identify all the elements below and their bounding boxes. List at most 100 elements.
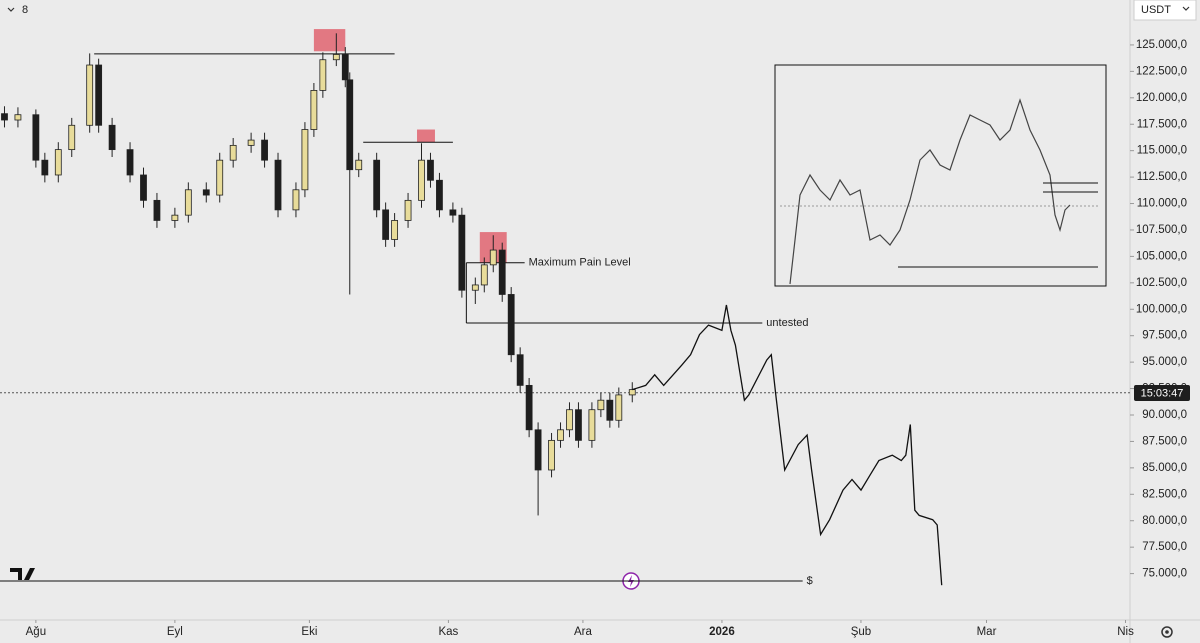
candle-body (216, 159, 224, 196)
candle-body (427, 159, 434, 181)
candle-body (588, 409, 596, 441)
candle-body (606, 399, 614, 421)
candle-body (418, 159, 425, 201)
candle-body (436, 179, 443, 211)
candle-body (489, 249, 497, 266)
candle-body (274, 159, 282, 211)
candle-body (471, 284, 479, 291)
candle-body (108, 124, 116, 151)
y-tick-label: 77.500,0 (1142, 541, 1187, 553)
clock-box (1134, 385, 1190, 401)
candle-body (126, 149, 134, 176)
candle-body (310, 90, 318, 130)
candle-body (516, 354, 524, 386)
y-tick-label: 102.500,0 (1136, 277, 1187, 289)
candle-body (346, 79, 354, 171)
y-tick-label: 125.000,0 (1136, 39, 1187, 51)
clock: 15:03:47 (1141, 387, 1184, 399)
candle-body (153, 199, 161, 221)
x-tick-label: 2026 (709, 626, 735, 638)
candle-body (54, 149, 62, 176)
candle-body (95, 64, 103, 126)
candle-body (557, 429, 564, 441)
candle-body (41, 159, 49, 176)
interval-control[interactable]: 8 (7, 4, 28, 16)
settings[interactable] (1161, 626, 1173, 638)
currency: USDT (1141, 4, 1171, 16)
y-tick-label: 110.000,0 (1137, 198, 1187, 210)
y-tick-label: 80.000,0 (1142, 515, 1187, 527)
x-tick-label: Nis (1117, 626, 1134, 638)
candle-body (534, 429, 542, 471)
inset-sketch (789, 98, 1071, 285)
candle-body (32, 114, 40, 161)
clock-label: 15:03:47 (1134, 385, 1190, 401)
projection-line (632, 304, 943, 586)
y-tick-label: 90.000,0 (1142, 409, 1187, 421)
candle-body (525, 384, 533, 431)
y-tick-label: 82.500,0 (1142, 488, 1187, 500)
logo[interactable] (10, 568, 35, 580)
candle-body (301, 129, 309, 191)
y-tick-label: 122.500,0 (1136, 65, 1187, 77)
candle-body (184, 189, 192, 216)
candle-body (86, 64, 94, 126)
y-tick-label: 100.000,0 (1136, 303, 1187, 315)
candle-body (229, 144, 237, 161)
chevron (7, 7, 15, 12)
candle-body (68, 124, 76, 151)
candle-body (373, 159, 381, 211)
x-tick-label: Kas (438, 626, 458, 638)
candle-body (391, 220, 399, 240)
y-tick-label: 115.000,0 (1137, 145, 1187, 157)
candle-body (548, 439, 555, 471)
inset-frame (774, 64, 1107, 287)
interval: 8 (22, 4, 28, 16)
y-tick-label: 112.500,0 (1137, 171, 1187, 183)
candle-body (458, 214, 466, 291)
candle-body (247, 139, 255, 146)
candle-body (382, 209, 390, 240)
chevron (1182, 6, 1190, 11)
zone (313, 29, 346, 52)
candle-body (628, 389, 636, 396)
x-tick-label: Ağu (26, 626, 46, 638)
axes: 75.000,0 77.500,0 80.000,0 82.500,0 85.000,0… (26, 39, 1187, 638)
candle-body (498, 249, 506, 295)
zone (417, 129, 435, 143)
candle-body (140, 174, 147, 201)
gear-center (1165, 630, 1169, 634)
candle-body (171, 214, 179, 221)
y-tick-label: 107.500,0 (1136, 224, 1187, 236)
y-tick-label: 97.500,0 (1142, 330, 1187, 342)
currency-control[interactable]: USDT (1133, 0, 1197, 21)
candle-body (292, 189, 300, 211)
y-tick-label: 95.000,0 (1142, 356, 1187, 368)
candle-body (480, 264, 488, 286)
candle-body (261, 139, 268, 161)
y-tick-label: 120.000,0 (1136, 92, 1187, 104)
gear (1161, 626, 1173, 638)
currency-box (1133, 0, 1197, 21)
level-label: $ (807, 575, 813, 587)
candle-body (575, 409, 582, 441)
x-tick-label: Mar (977, 626, 997, 638)
y-tick-label: 87.500,0 (1142, 435, 1187, 447)
candle-body (1, 113, 8, 121)
candle-body (507, 294, 515, 356)
level-label: untested (766, 317, 808, 329)
y-tick-label: 85.000,0 (1142, 462, 1187, 474)
candle-body (341, 54, 349, 81)
level-label: Maximum Pain Level (529, 257, 631, 269)
y-tick-label: 117.500,0 (1137, 118, 1187, 130)
candle-body (202, 189, 210, 196)
y-tick-label: 75.000,0 (1142, 568, 1187, 580)
x-tick-label: Eki (301, 626, 317, 638)
candle-body (597, 399, 605, 411)
candle-body (355, 159, 363, 171)
candle-body (319, 59, 327, 91)
inset (774, 64, 1107, 287)
candle-body (566, 409, 573, 431)
